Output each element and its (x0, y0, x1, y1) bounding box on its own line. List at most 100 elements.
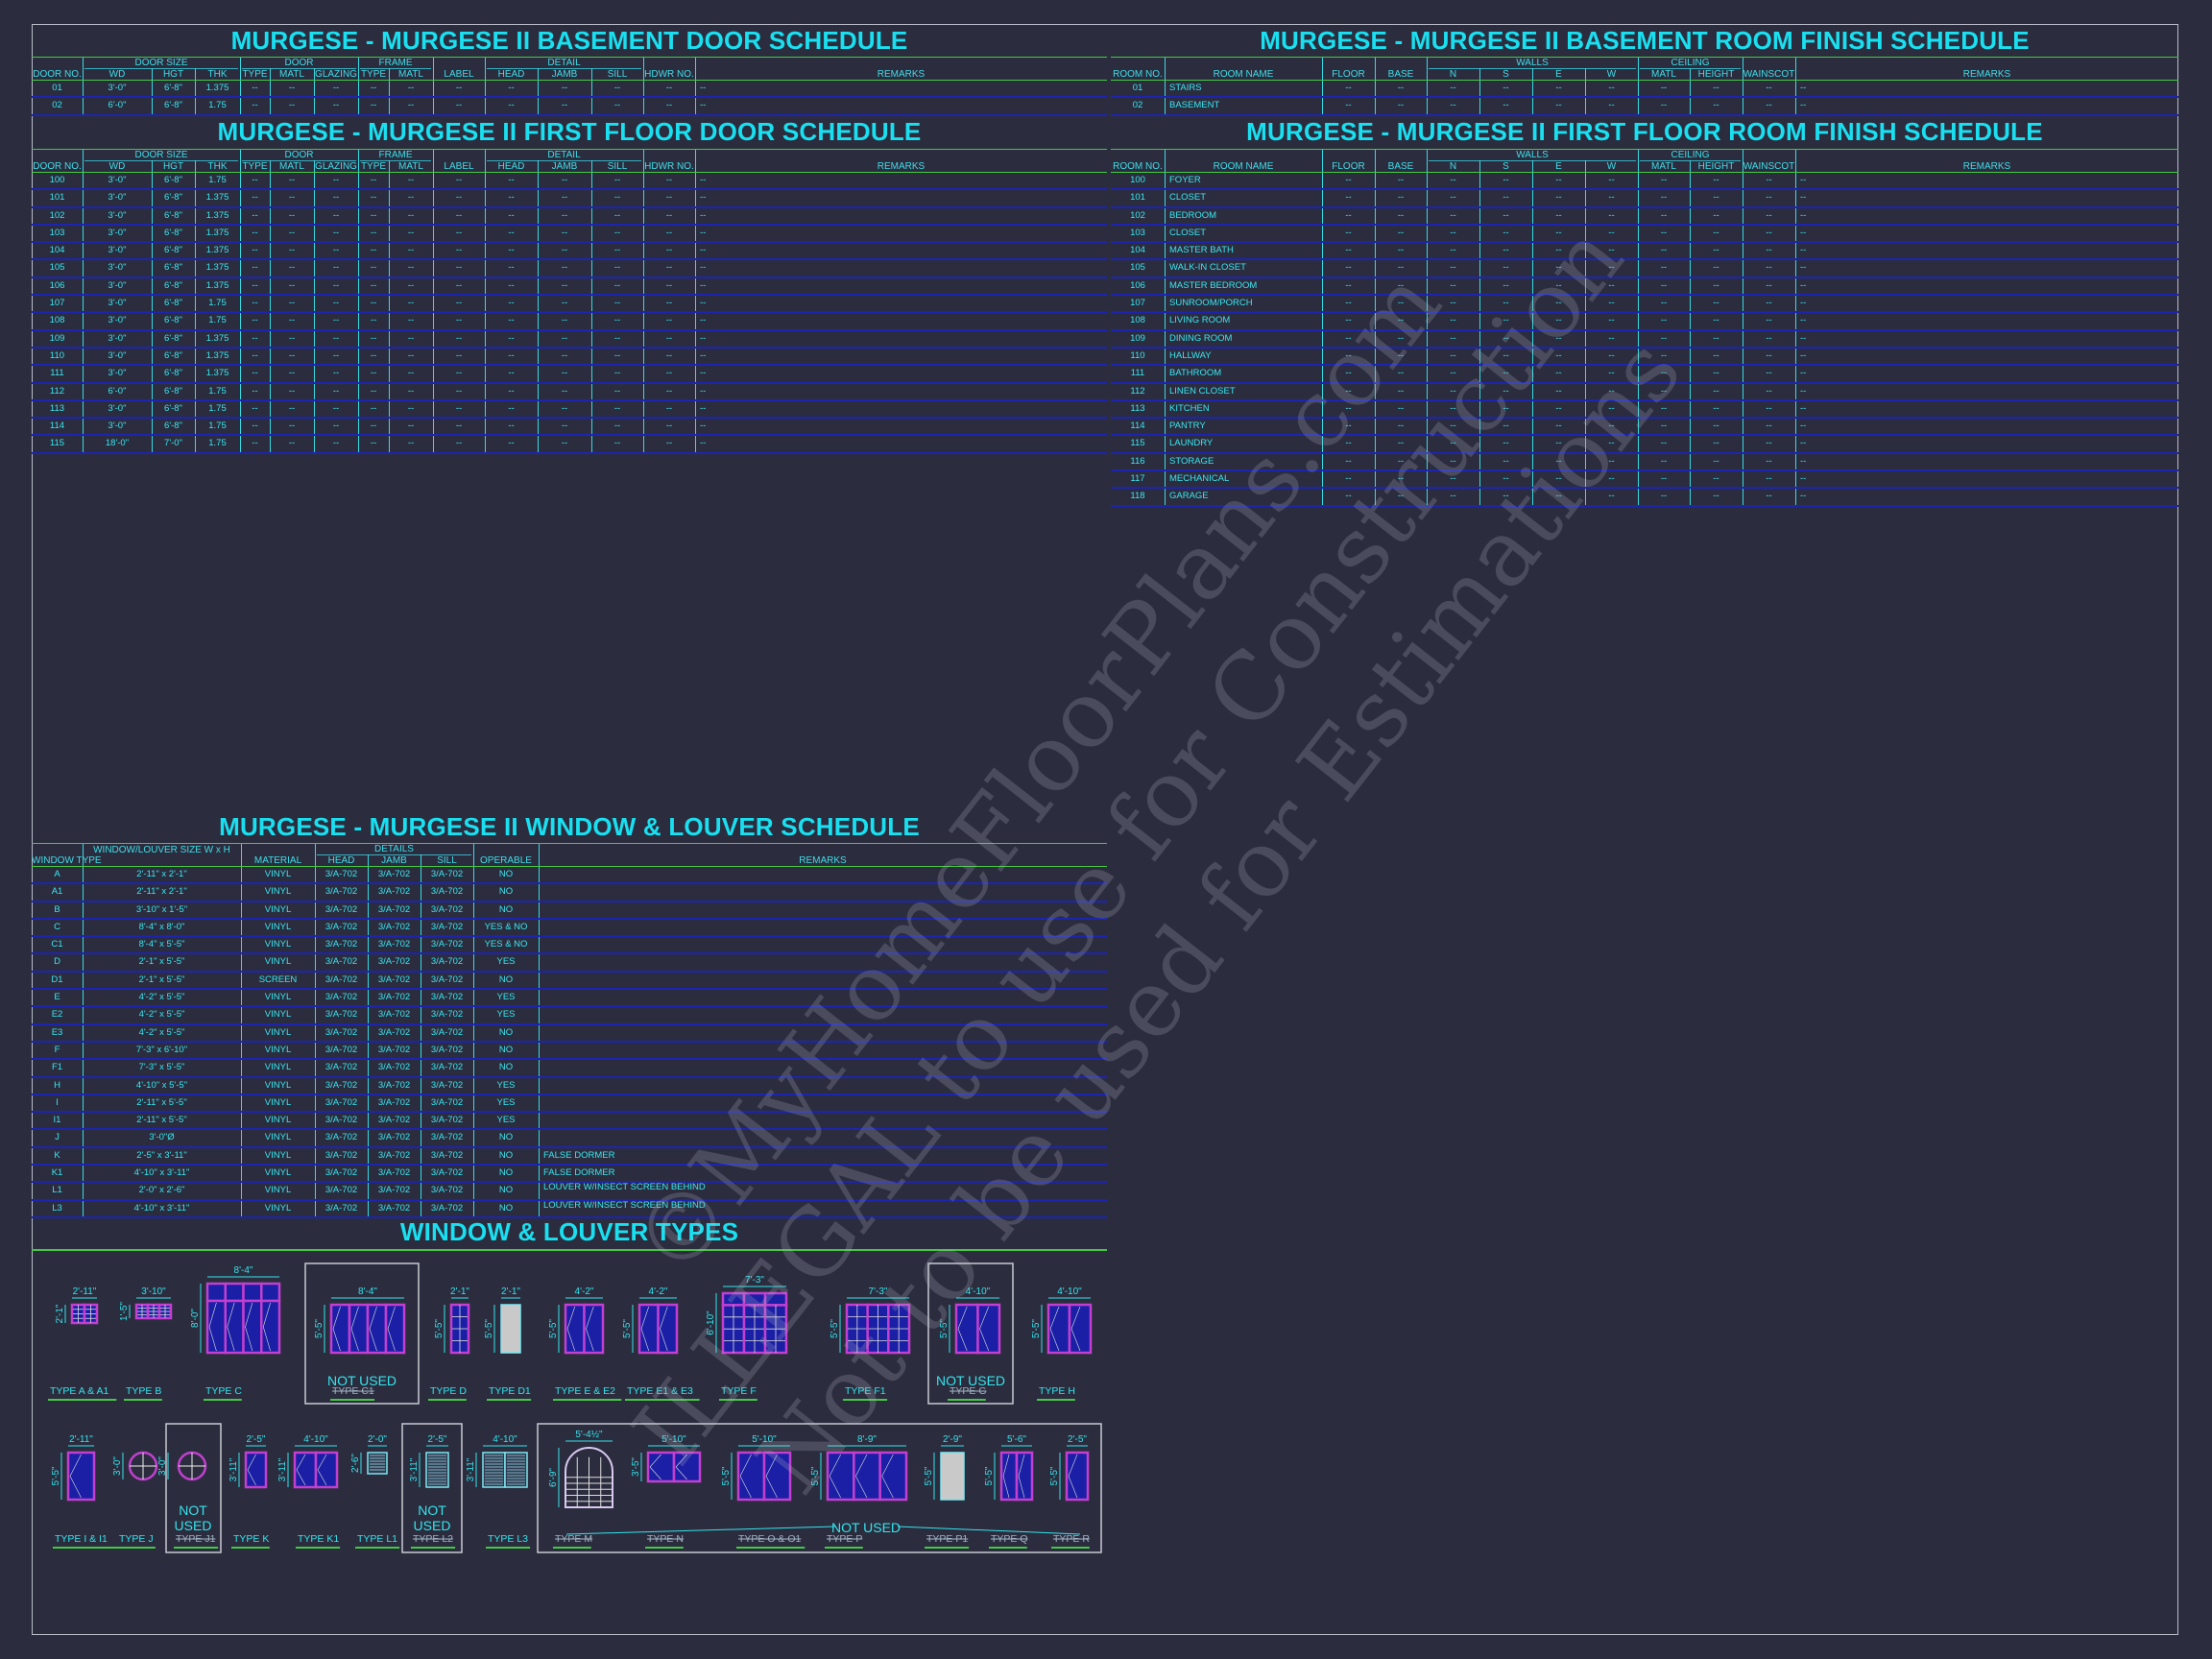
table-cell: -- (1660, 368, 1668, 379)
column-divider (643, 207, 644, 224)
column-divider (1690, 453, 1691, 470)
column-header: LABEL (444, 161, 474, 172)
table-cell: -- (700, 262, 707, 274)
table-cell: 3/A-702 (430, 1115, 464, 1126)
column-divider (1690, 313, 1691, 329)
table-row: 114 3'-0" 6'-8" 1.75 -- -- -- -- -- -- -- -- -- -- -- (32, 419, 1107, 437)
table-cell: -- (1397, 421, 1405, 432)
table-cell: I (56, 1096, 59, 1108)
width-dimension: 4'-2" (649, 1286, 668, 1297)
table-cell: -- (407, 209, 415, 221)
height-dimension: 5'-5" (434, 1319, 445, 1338)
table-cell: -- (613, 402, 621, 414)
table-cell: 3/A-702 (377, 1132, 411, 1143)
column-divider (83, 150, 84, 172)
column-divider (83, 173, 84, 189)
table-row: H 4'-10" x 5'-5" VINYL 3/A-702 3/A-702 3/A-70… (32, 1077, 1107, 1095)
table-cell: -- (288, 349, 296, 361)
column-divider (270, 313, 271, 329)
column-header: E (1555, 69, 1562, 80)
column-divider (1427, 243, 1428, 259)
table-cell: 6'-8" (164, 192, 182, 204)
column-divider (643, 98, 644, 114)
window-type-label: TYPE E1 & E3 (627, 1385, 693, 1397)
column-divider (389, 243, 390, 259)
height-dimension: 3'-11" (409, 1457, 420, 1481)
table-cell: -- (700, 368, 707, 379)
table-row: 115 18'-0" 7'-0" 1.75 -- -- -- -- -- -- -- -- -- -- -- (32, 436, 1107, 454)
column-divider (473, 902, 474, 918)
table-cell: 3/A-702 (377, 956, 411, 968)
table-cell: VINYL (264, 903, 292, 915)
column-divider (1585, 330, 1586, 347)
table-cell: -- (700, 227, 707, 238)
column-divider (1479, 81, 1480, 97)
column-divider (538, 160, 539, 172)
table-row: 111 BATHROOM -- -- -- -- -- -- -- -- -- -- (1111, 366, 2178, 384)
table-cell: 2'-11" x 2'-1" (136, 869, 187, 879)
window-type-k1: 4'-10"3'-11"TYPE K1 (277, 1434, 341, 1549)
table-cell: -- (455, 421, 463, 432)
table-cell: -- (1555, 473, 1562, 485)
table-cell: VINYL (264, 1167, 292, 1179)
table-cell: YES (496, 956, 516, 968)
table-cell: 3/A-702 (377, 974, 411, 985)
column-divider (1479, 68, 1480, 80)
width-dimension: 2'-11" (73, 1286, 97, 1297)
louver-panel (367, 1452, 388, 1475)
table-cell: 114 (49, 421, 65, 432)
column-divider (368, 884, 369, 901)
window-pane (293, 1451, 318, 1489)
swing-line (566, 1306, 576, 1330)
table-cell: BATHROOM (1169, 368, 1222, 379)
table-cell: -- (561, 332, 568, 344)
table-cell: 3'-0" (108, 421, 127, 432)
table-cell: 3/A-702 (430, 1026, 464, 1038)
table-row: F 7'-3" x 6'-10" VINYL 3/A-702 3/A-702 3/A-70… (32, 1042, 1107, 1061)
column-divider (270, 383, 271, 399)
table-cell: 3/A-702 (325, 1096, 358, 1108)
column-divider (1795, 58, 1796, 80)
table-cell: F (54, 1044, 60, 1055)
window-type-n: 5'-10"3'-5"TYPE N (631, 1434, 702, 1549)
table-cell: -- (1555, 421, 1562, 432)
column-divider (241, 919, 242, 936)
column-divider (1532, 400, 1533, 418)
column-divider (152, 98, 153, 114)
table-row: 102 3'-0" 6'-8" 1.375 -- -- -- -- -- -- -- -- -- -- -- (32, 207, 1107, 226)
table-cell: -- (1555, 279, 1562, 291)
table-cell: -- (1766, 262, 1772, 274)
column-divider (152, 296, 153, 312)
table-cell: -- (561, 175, 568, 185)
column-divider (643, 366, 644, 382)
swing-line (640, 1306, 650, 1330)
column-divider (1638, 436, 1639, 452)
table-cell: -- (455, 332, 463, 344)
column-divider (83, 844, 84, 866)
table-cell: -- (613, 227, 621, 238)
window-type-label: TYPE H (1039, 1385, 1075, 1397)
column-divider (389, 98, 390, 114)
table-cell: 1.375 (205, 209, 229, 221)
column-divider (1375, 58, 1376, 80)
table-cell: 3/A-702 (430, 1044, 464, 1055)
table-cell: -- (508, 385, 515, 397)
swing-line (979, 1306, 990, 1330)
table-cell: 2'-11" x 5'-5" (136, 1096, 187, 1108)
table-cell: 1.375 (205, 368, 229, 379)
window-pane (1068, 1303, 1093, 1355)
table-cell: -- (1555, 192, 1562, 204)
table-cell: -- (1766, 385, 1772, 397)
column-divider (1479, 207, 1480, 224)
window-type-label: TYPE L1 (357, 1533, 397, 1545)
table-cell: -- (252, 262, 258, 274)
table-cell: -- (1555, 368, 1562, 379)
table-row: E3 4'-2" x 5'-5" VINYL 3/A-702 3/A-702 3/A-70… (32, 1024, 1107, 1043)
table-cell: -- (1766, 421, 1772, 432)
column-divider (315, 1147, 316, 1165)
column-divider (240, 207, 241, 224)
window-pane (976, 1303, 1001, 1355)
column-divider (473, 1024, 474, 1041)
table-cell: -- (1503, 455, 1509, 467)
width-dimension: 5'-10" (752, 1434, 777, 1445)
